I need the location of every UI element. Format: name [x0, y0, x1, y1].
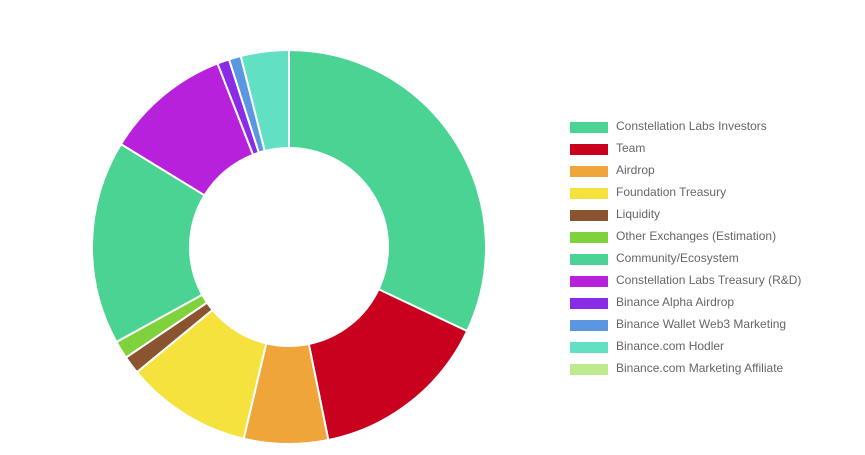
legend-label: Foundation Treasury: [616, 185, 727, 199]
slice-0[interactable]: [288, 48, 487, 333]
slice-10[interactable]: [239, 48, 290, 153]
legend-label: Binance.com Marketing Affiliate: [616, 361, 784, 375]
legend-label: Constellation Labs Treasury (R&D): [616, 273, 802, 287]
legend-label: Binance Wallet Web3 Marketing: [616, 317, 787, 331]
legend-swatch: [570, 144, 608, 155]
legend-swatch: [570, 166, 608, 177]
legend-swatch: [570, 364, 608, 375]
legend-label: Airdrop: [616, 163, 655, 177]
legend-swatch: [570, 298, 608, 309]
legend-label: Other Exchanges (Estimation): [616, 229, 777, 243]
legend-label: Team: [616, 141, 646, 155]
legend-swatch: [570, 342, 608, 353]
legend-swatch: [570, 188, 608, 199]
legend-swatch: [570, 232, 608, 243]
legend-swatch: [570, 320, 608, 331]
doughnut-slices: [91, 48, 487, 445]
legend-label: Binance.com Hodler: [616, 339, 725, 353]
legend-swatch: [570, 122, 608, 133]
legend-swatch: [570, 254, 608, 265]
legend-label: Liquidity: [616, 207, 661, 221]
legend-swatch: [570, 210, 608, 221]
legend-swatch: [570, 276, 608, 287]
slice-6[interactable]: [91, 142, 206, 344]
legend-label: Binance Alpha Airdrop: [616, 295, 735, 309]
legend-label: Constellation Labs Investors: [616, 119, 767, 133]
legend-label: Community/Ecosystem: [616, 251, 739, 265]
